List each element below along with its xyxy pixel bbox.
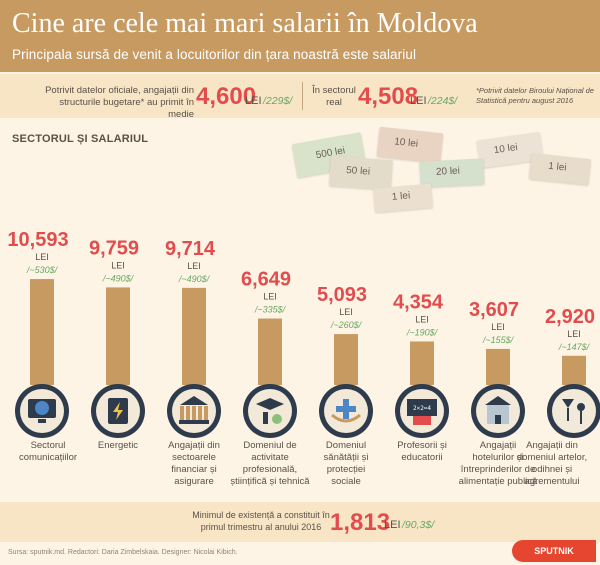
category-label-domeniul-de-activitate-profesionala-s-tiint-ifica-s-i-tehnica: Domeniul de activitate profesională, științ… — [230, 440, 310, 487]
info-band — [0, 74, 600, 118]
usd-label-energetic: /~490$/ — [102, 273, 135, 283]
footer-band — [0, 502, 600, 542]
minimum-lei: LEI — [384, 519, 401, 531]
bar-profesorii-s-i-educatorii — [410, 341, 434, 385]
arts-icon — [547, 384, 600, 438]
header-band: Cine are cele mai mari salarii în Moldov… — [0, 0, 600, 72]
minimum-usd: /90,3$/ — [402, 519, 435, 531]
value-label-domeniul-sa-na-ta-t-ii-s-i-protect-iei-sociale: 5,093 — [317, 284, 367, 306]
unit-label-domeniul-de-activitate-profesionala-s-tiint-ifica-s-i-tehnica: LEI — [263, 292, 277, 302]
minimum-text-line2: primul trimestru al anului 2016 — [200, 522, 322, 532]
budget-value: 4,600 — [196, 83, 257, 110]
section-heading: SECTORUL ȘI SALARIUL — [12, 133, 149, 145]
unit-label-angajat-ii-din-domeniul-artelor-odihnei-s-i-agrementului: LEI — [567, 329, 581, 339]
real-lei: LEI — [410, 95, 427, 107]
category-label-angajat-ii-din-sectoarele-financiar-s-i-asigurare: Angajații din sectoarele financiar și asigu… — [168, 440, 220, 487]
unit-label-energetic: LEI — [111, 260, 125, 270]
bar-angajat-ii-din-domeniul-artelor-odihnei-s-i-agrementului — [562, 355, 586, 385]
unit-label-domeniul-sa-na-ta-t-ii-s-i-protect-iei-sociale: LEI — [339, 307, 353, 317]
usd-label-domeniul-sa-na-ta-t-ii-s-i-protect-iei-sociale: /~260$/ — [330, 320, 363, 330]
svg-text:2×2=4: 2×2=4 — [413, 405, 431, 412]
usd-label-profesorii-s-i-educatorii: /~190$/ — [406, 327, 439, 337]
power-plant-icon — [91, 384, 145, 438]
bar-energetic — [106, 287, 130, 385]
value-label-energetic: 9,759 — [89, 237, 139, 259]
value-label-sectorul-comunicat-iilor: 10,593 — [7, 229, 68, 251]
page-subtitle: Principala sursă de venit a locuitorilor… — [12, 47, 417, 62]
source-credit: Sursa: sputnik.md. Redactori: Daria Zimb… — [8, 549, 238, 556]
value-label-profesorii-s-i-educatorii: 4,354 — [393, 291, 444, 313]
real-usd: /224$/ — [428, 95, 458, 107]
salary-chart: 10,593LEI/~530$/9,759LEI/~490$/9,714LEI/… — [7, 229, 600, 438]
hotel-icon — [471, 384, 525, 438]
real-text-line2: real — [326, 97, 342, 108]
category-label-sectorul-comunicat-iilor: Sectorul comunicațiilor — [18, 440, 78, 463]
budget-lei: LEI — [245, 95, 262, 107]
budget-text-line2: structurile bugetare* au primit în medie — [59, 97, 194, 120]
unit-label-angajat-ii-hotelurilor-s-i-i-ntreprinderilor-de-alimentat-ie-publica: LEI — [491, 322, 505, 332]
value-label-angajat-ii-din-domeniul-artelor-odihnei-s-i-agrementului: 2,920 — [545, 306, 595, 328]
microscope-icon — [243, 384, 297, 438]
value-label-angajat-ii-hotelurilor-s-i-i-ntreprinderilor-de-alimentat-ie-publica: 3,607 — [469, 299, 519, 321]
category-label-angajat-ii-hotelurilor-s-i-i-ntreprinderilor-de-alimentat-ie-publica: Angajații hotelurilor și întreprinderilor … — [458, 440, 538, 487]
category-label-domeniul-sa-na-ta-t-ii-s-i-protect-iei-sociale: Domeniul sănătății și protecției sociale — [323, 440, 369, 487]
bank-icon — [167, 384, 221, 438]
unit-label-angajat-ii-din-sectoarele-financiar-s-i-asigurare: LEI — [187, 261, 201, 271]
bar-domeniul-de-activitate-profesionala-s-tiint-ifica-s-i-tehnica — [258, 318, 282, 385]
usd-label-sectorul-comunicat-iilor: /~530$/ — [26, 265, 59, 275]
sputnik-logo: SPUTNIK — [512, 540, 596, 562]
bar-sectorul-comunicat-iilor — [30, 279, 54, 385]
health-icon — [319, 384, 373, 438]
category-label-profesorii-s-i-educatorii: Profesorii și educatorii — [397, 440, 447, 463]
category-label-angajat-ii-din-domeniul-artelor-odihnei-s-i-agrementului: Angajații din domeniul artelor, odihnei și… — [516, 440, 588, 487]
bar-domeniul-sa-na-ta-t-ii-s-i-protect-iei-sociale — [334, 334, 358, 385]
unit-label-profesorii-s-i-educatorii: LEI — [415, 314, 429, 324]
globe-monitor-icon — [15, 384, 69, 438]
unit-label-sectorul-comunicat-iilor: LEI — [35, 252, 49, 262]
usd-label-angajat-ii-din-domeniul-artelor-odihnei-s-i-agrementului: /~147$/ — [558, 342, 591, 352]
page-title: Cine are cele mai mari salarii în Moldov… — [12, 8, 478, 39]
budget-usd: /229$/ — [263, 95, 293, 107]
bar-angajat-ii-hotelurilor-s-i-i-ntreprinderilor-de-alimentat-ie-publica — [486, 348, 510, 385]
school-board-icon: 2×2=4 — [395, 384, 449, 438]
info-divider — [302, 82, 303, 110]
budget-text-line1: Potrivit datelor oficiale, angajații din — [45, 85, 194, 96]
minimum-value: 1,813 — [330, 509, 391, 536]
usd-label-domeniul-de-activitate-profesionala-s-tiint-ifica-s-i-tehnica: /~335$/ — [254, 305, 287, 315]
footnote: *Potrivit datelor Biroului Național de S… — [476, 86, 594, 105]
real-value: 4,508 — [358, 83, 419, 110]
real-text-line1: În sectorul — [312, 85, 356, 96]
usd-label-angajat-ii-din-sectoarele-financiar-s-i-asigurare: /~490$/ — [178, 274, 211, 284]
category-label-energetic: Energetic — [97, 440, 139, 451]
bar-angajat-ii-din-sectoarele-financiar-s-i-asigurare — [182, 287, 206, 385]
minimum-text-line1: Minimul de existență a constituit în — [192, 510, 330, 520]
value-label-domeniul-de-activitate-profesionala-s-tiint-ifica-s-i-tehnica: 6,649 — [241, 269, 291, 291]
value-label-angajat-ii-din-sectoarele-financiar-s-i-asigurare: 9,714 — [165, 238, 216, 260]
usd-label-angajat-ii-hotelurilor-s-i-i-ntreprinderilor-de-alimentat-ie-publica: /~155$/ — [482, 335, 515, 345]
